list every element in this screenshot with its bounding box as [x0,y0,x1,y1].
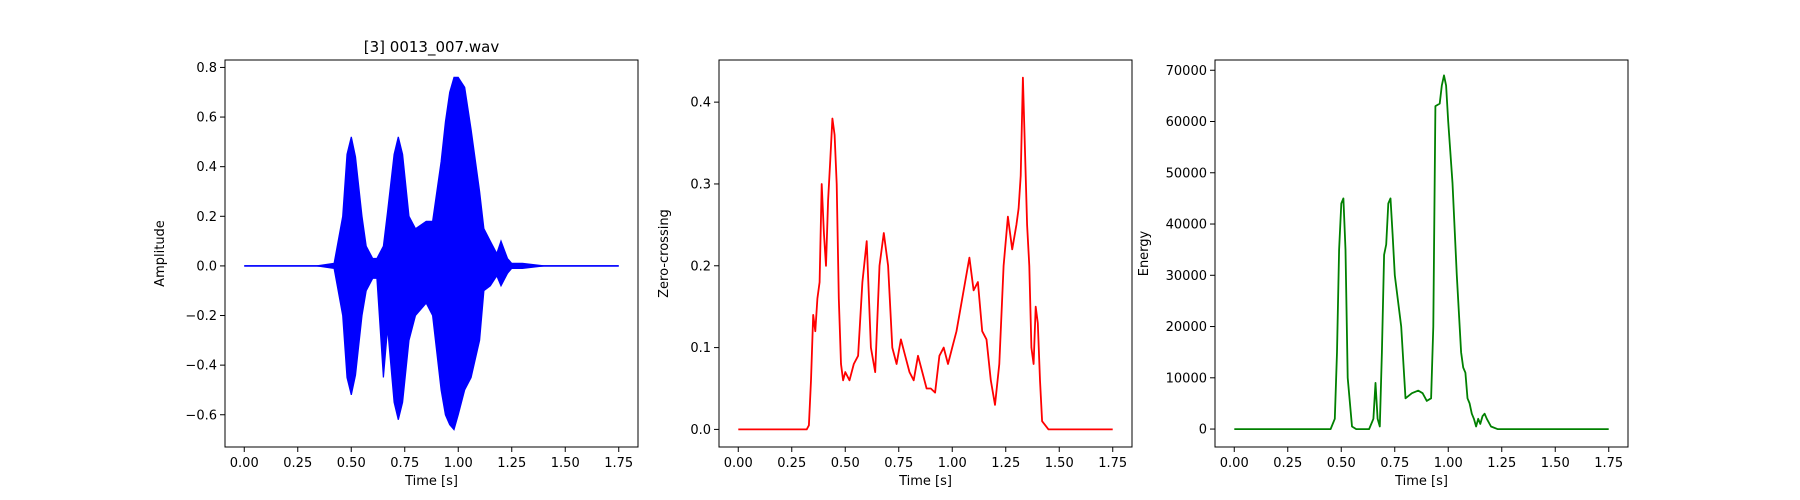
zero-crossing-xtick-label: 1.25 [991,456,1020,471]
waveform-xtick-label: 1.00 [444,456,473,471]
zero-crossing-xlabel: Time [s] [898,474,952,489]
waveform-xtick-label: 0.50 [337,456,366,471]
energy-ytick-label: 50000 [1166,166,1207,181]
waveform-ytick-label: 0.8 [196,61,217,76]
energy-xtick-label: 0.50 [1327,456,1356,471]
zero-crossing-xtick-label: 0.50 [831,456,860,471]
zero-crossing-ytick-label: 0.0 [690,423,711,438]
energy-ytick-label: 20000 [1166,320,1207,335]
waveform-axes-frame [224,59,639,448]
energy-axes-frame [1214,59,1629,448]
energy-ytick-label: 40000 [1166,218,1207,233]
energy-ytick-label: 60000 [1166,115,1207,130]
waveform-xtick-label: 0.00 [230,456,259,471]
waveform-ytick-label: −0.2 [185,309,217,324]
zero-crossing-ytick-label: 0.3 [690,177,711,192]
waveform-plot-area [244,76,619,431]
waveform-title: [3] 0013_007.wav [364,38,500,57]
waveform-xtick-label: 1.25 [497,456,526,471]
zero-crossing-xtick-label: 0.75 [884,456,913,471]
zero-crossing-xtick-label: 1.75 [1098,456,1127,471]
waveform-ytick-label: 0.0 [196,259,217,274]
zero-crossing-xtick-label: 0.00 [724,456,753,471]
zero-crossing-ylabel: Zero-crossing [657,209,672,298]
waveform-ytick-label: −0.6 [185,408,217,423]
zero-crossing-ytick-label: 0.2 [690,259,711,274]
zero-crossing-ytick-label: 0.4 [690,96,711,111]
zero-crossing-series-line [738,76,1113,431]
energy-xtick-label: 0.75 [1380,456,1409,471]
energy-xtick-label: 0.25 [1273,456,1302,471]
waveform-xtick-label: 1.50 [551,456,580,471]
waveform-xtick-label: 0.25 [283,456,312,471]
energy-ylabel: Energy [1137,230,1152,276]
waveform-ytick-label: −0.4 [185,359,217,374]
energy-xtick-label: 1.25 [1487,456,1516,471]
energy-xtick-label: 1.00 [1434,456,1463,471]
energy-panel: Time [s] Energy 0.00 0.25 0.50 0.75 1.00 1.25… [1137,59,1629,489]
waveform-ytick-label: 0.6 [196,111,217,126]
waveform-xtick-label: 1.75 [604,456,633,471]
zero-crossing-plot-area [738,76,1113,431]
energy-ytick-label: 30000 [1166,269,1207,284]
waveform-panel: [3] 0013_007.wav Time [s] Amplitude 0.00… [153,38,639,489]
waveform-ytick-label: 0.2 [196,210,217,225]
zero-crossing-axes-frame [718,59,1133,448]
zero-crossing-xtick-label: 1.00 [938,456,967,471]
energy-ytick-label: 0 [1199,423,1207,438]
energy-xtick-label: 0.00 [1220,456,1249,471]
energy-ytick-label: 10000 [1166,371,1207,386]
waveform-ytick-label: 0.4 [196,160,217,175]
zero-crossing-xtick-label: 1.50 [1045,456,1074,471]
energy-plot-area [1234,74,1609,431]
waveform-ylabel: Amplitude [153,220,168,287]
energy-xlabel: Time [s] [1394,474,1448,489]
energy-ytick-label: 70000 [1166,64,1207,79]
waveform-series-envelope [244,76,619,431]
energy-xtick-label: 1.50 [1541,456,1570,471]
zero-crossing-xtick-label: 0.25 [777,456,806,471]
waveform-xlabel: Time [s] [404,474,458,489]
zero-crossing-ytick-label: 0.1 [690,341,711,356]
energy-series-line [1234,74,1609,431]
zero-crossing-panel: Time [s] Zero-crossing 0.00 0.25 0.50 0.75 1… [657,59,1133,489]
waveform-xtick-label: 0.75 [390,456,419,471]
energy-xtick-label: 1.75 [1594,456,1623,471]
